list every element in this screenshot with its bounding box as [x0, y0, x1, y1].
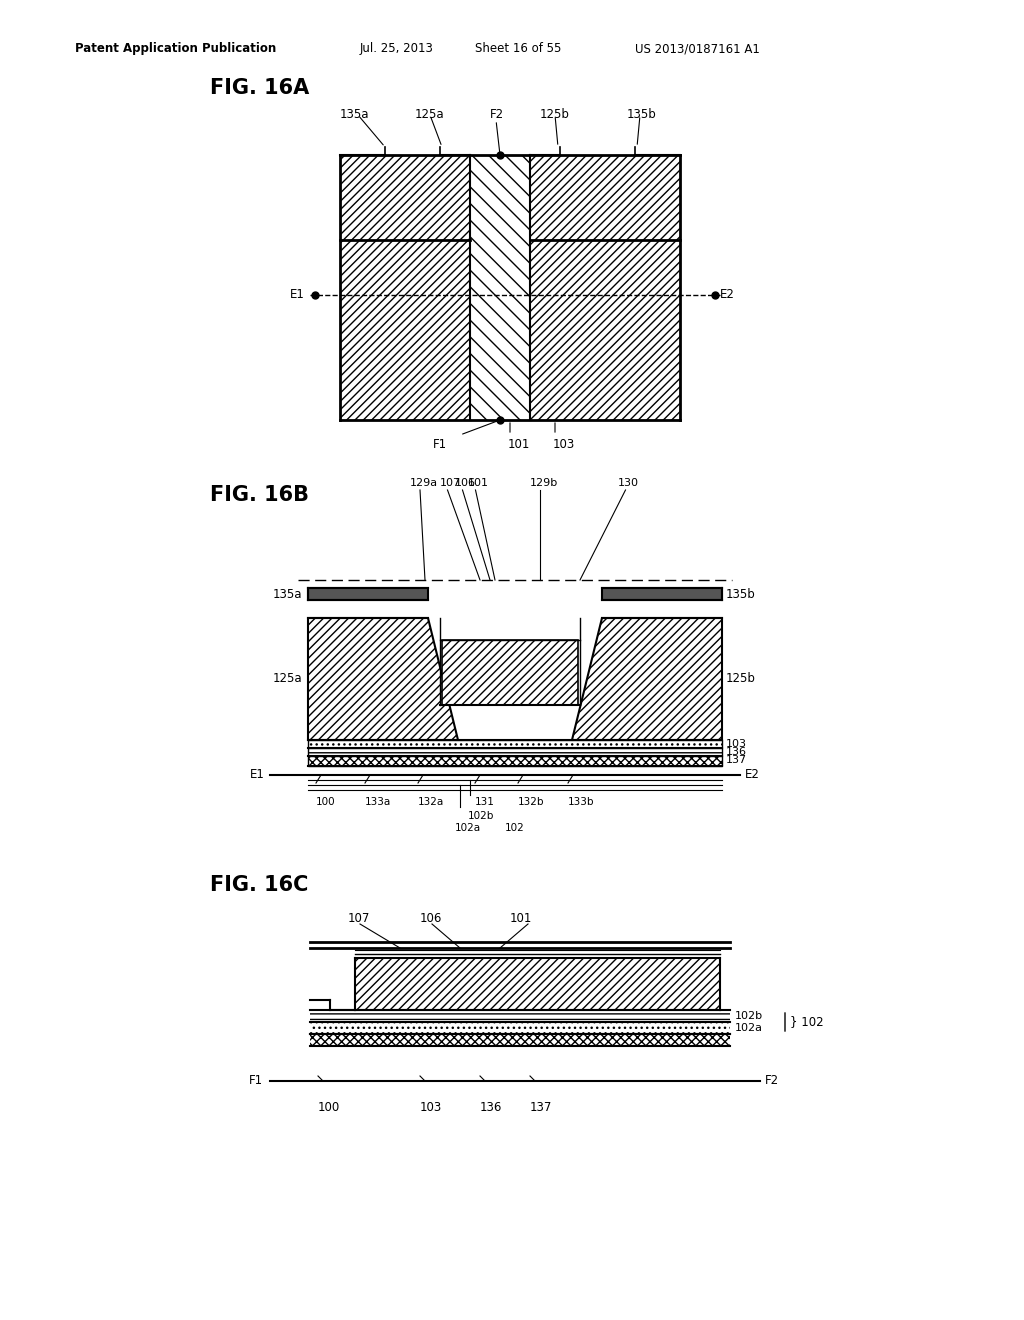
Text: 101: 101 — [468, 478, 489, 488]
Text: 125a: 125a — [415, 108, 444, 121]
Text: 133a: 133a — [365, 797, 391, 807]
Text: 106: 106 — [420, 912, 442, 925]
Text: 135b: 135b — [627, 108, 656, 121]
Text: 100: 100 — [316, 797, 336, 807]
Bar — [602, 587, 722, 601]
Text: 100: 100 — [318, 1101, 340, 1114]
Text: E2: E2 — [745, 768, 760, 781]
Bar — [310, 1010, 730, 1022]
Text: E1: E1 — [250, 768, 265, 781]
Text: 103: 103 — [726, 739, 746, 748]
Bar — [310, 1034, 730, 1045]
Text: 102: 102 — [505, 822, 524, 833]
Text: F2: F2 — [765, 1074, 779, 1088]
Text: 102b: 102b — [735, 1011, 763, 1020]
Text: 129b: 129b — [530, 478, 558, 488]
Bar — [530, 154, 680, 420]
Text: 132b: 132b — [518, 797, 545, 807]
Bar — [308, 587, 428, 601]
Polygon shape — [572, 618, 722, 741]
Text: FIG. 16B: FIG. 16B — [210, 484, 309, 506]
Polygon shape — [308, 618, 458, 741]
Text: 103: 103 — [553, 438, 575, 451]
Text: FIG. 16C: FIG. 16C — [210, 875, 308, 895]
Text: 135b: 135b — [726, 587, 756, 601]
Text: 135a: 135a — [340, 108, 370, 121]
Text: 102a: 102a — [455, 822, 481, 833]
Bar — [308, 741, 722, 748]
Text: 101: 101 — [510, 912, 532, 925]
Text: 136: 136 — [480, 1101, 503, 1114]
Text: 133b: 133b — [568, 797, 595, 807]
Text: 106: 106 — [455, 478, 476, 488]
Text: 137: 137 — [530, 1101, 552, 1114]
Text: 125b: 125b — [726, 672, 756, 685]
Text: 102b: 102b — [468, 810, 495, 821]
Text: Sheet 16 of 55: Sheet 16 of 55 — [475, 42, 561, 55]
Text: 125b: 125b — [540, 108, 570, 121]
Text: 131: 131 — [475, 797, 495, 807]
Text: 107: 107 — [440, 478, 461, 488]
Text: 132a: 132a — [418, 797, 444, 807]
Bar — [308, 748, 722, 756]
Text: 103: 103 — [420, 1101, 442, 1114]
Text: FIG. 16A: FIG. 16A — [210, 78, 309, 98]
Text: F1: F1 — [249, 1074, 263, 1088]
Text: US 2013/0187161 A1: US 2013/0187161 A1 — [635, 42, 760, 55]
Text: 101: 101 — [508, 438, 530, 451]
Bar — [340, 154, 470, 420]
Text: E1: E1 — [290, 289, 305, 301]
Text: E2: E2 — [720, 289, 735, 301]
Text: 136: 136 — [726, 747, 746, 756]
Text: 107: 107 — [348, 912, 371, 925]
Text: 129a: 129a — [410, 478, 438, 488]
Bar — [310, 1022, 730, 1034]
Text: Patent Application Publication: Patent Application Publication — [75, 42, 276, 55]
Text: 102a: 102a — [735, 1023, 763, 1034]
Bar — [470, 154, 530, 420]
Bar — [442, 640, 578, 705]
Text: F2: F2 — [490, 108, 504, 121]
Bar — [308, 756, 722, 766]
Text: Jul. 25, 2013: Jul. 25, 2013 — [360, 42, 434, 55]
Text: 130: 130 — [618, 478, 639, 488]
Text: } 102: } 102 — [790, 1015, 823, 1028]
Text: 137: 137 — [726, 755, 748, 766]
Text: F1: F1 — [433, 438, 447, 451]
Bar — [355, 958, 720, 1010]
Text: 135a: 135a — [272, 587, 302, 601]
Text: 125a: 125a — [272, 672, 302, 685]
